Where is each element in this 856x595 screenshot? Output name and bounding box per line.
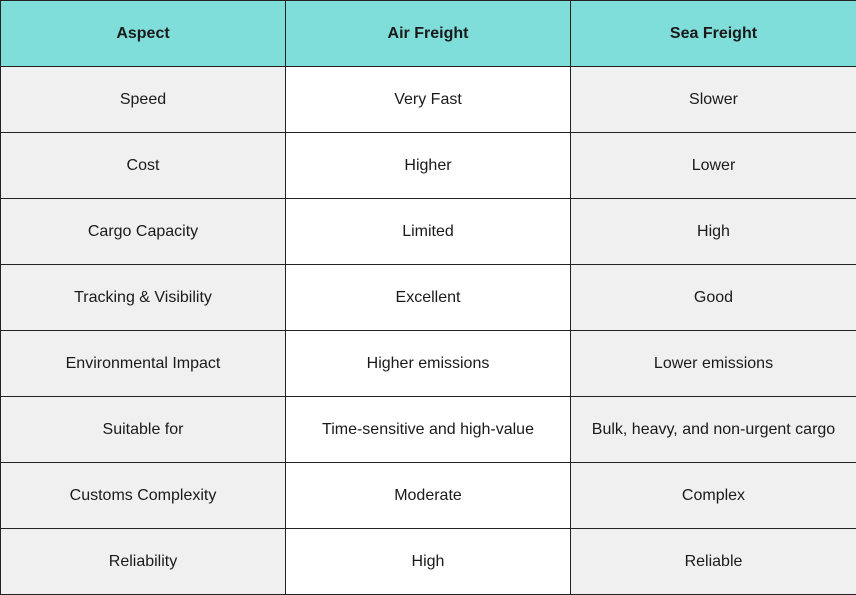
air-freight-cell: Higher	[285, 132, 571, 199]
table-row: Environmental Impact Higher emissions Lo…	[0, 330, 856, 397]
header-aspect: Aspect	[0, 0, 286, 67]
air-freight-cell: High	[285, 528, 571, 595]
table-row: Tracking & Visibility Excellent Good	[0, 264, 856, 331]
aspect-cell: Suitable for	[0, 396, 286, 463]
sea-freight-cell: Reliable	[570, 528, 856, 595]
aspect-cell: Tracking & Visibility	[0, 264, 286, 331]
sea-freight-cell: Lower emissions	[570, 330, 856, 397]
header-row: Aspect Air Freight Sea Freight	[0, 0, 856, 67]
sea-freight-cell: High	[570, 198, 856, 265]
sea-freight-cell: Good	[570, 264, 856, 331]
table-row: Speed Very Fast Slower	[0, 66, 856, 133]
air-freight-cell: Excellent	[285, 264, 571, 331]
air-freight-cell: Time-sensitive and high-value	[285, 396, 571, 463]
air-freight-cell: Moderate	[285, 462, 571, 529]
table-row: Suitable for Time-sensitive and high-val…	[0, 396, 856, 463]
aspect-cell: Environmental Impact	[0, 330, 286, 397]
header-sea-freight: Sea Freight	[570, 0, 856, 67]
aspect-cell: Cargo Capacity	[0, 198, 286, 265]
sea-freight-cell: Slower	[570, 66, 856, 133]
aspect-cell: Cost	[0, 132, 286, 199]
table-header: Aspect Air Freight Sea Freight	[0, 0, 856, 67]
header-air-freight: Air Freight	[285, 0, 571, 67]
aspect-cell: Customs Complexity	[0, 462, 286, 529]
table-row: Reliability High Reliable	[0, 528, 856, 595]
air-freight-cell: Very Fast	[285, 66, 571, 133]
aspect-cell: Speed	[0, 66, 286, 133]
sea-freight-cell: Complex	[570, 462, 856, 529]
aspect-cell: Reliability	[0, 528, 286, 595]
air-freight-cell: Limited	[285, 198, 571, 265]
table-row: Cargo Capacity Limited High	[0, 198, 856, 265]
sea-freight-cell: Lower	[570, 132, 856, 199]
sea-freight-cell: Bulk, heavy, and non-urgent cargo	[570, 396, 856, 463]
air-freight-cell: Higher emissions	[285, 330, 571, 397]
table-body: Speed Very Fast Slower Cost Higher Lower…	[0, 66, 856, 595]
table-row: Customs Complexity Moderate Complex	[0, 462, 856, 529]
table-row: Cost Higher Lower	[0, 132, 856, 199]
